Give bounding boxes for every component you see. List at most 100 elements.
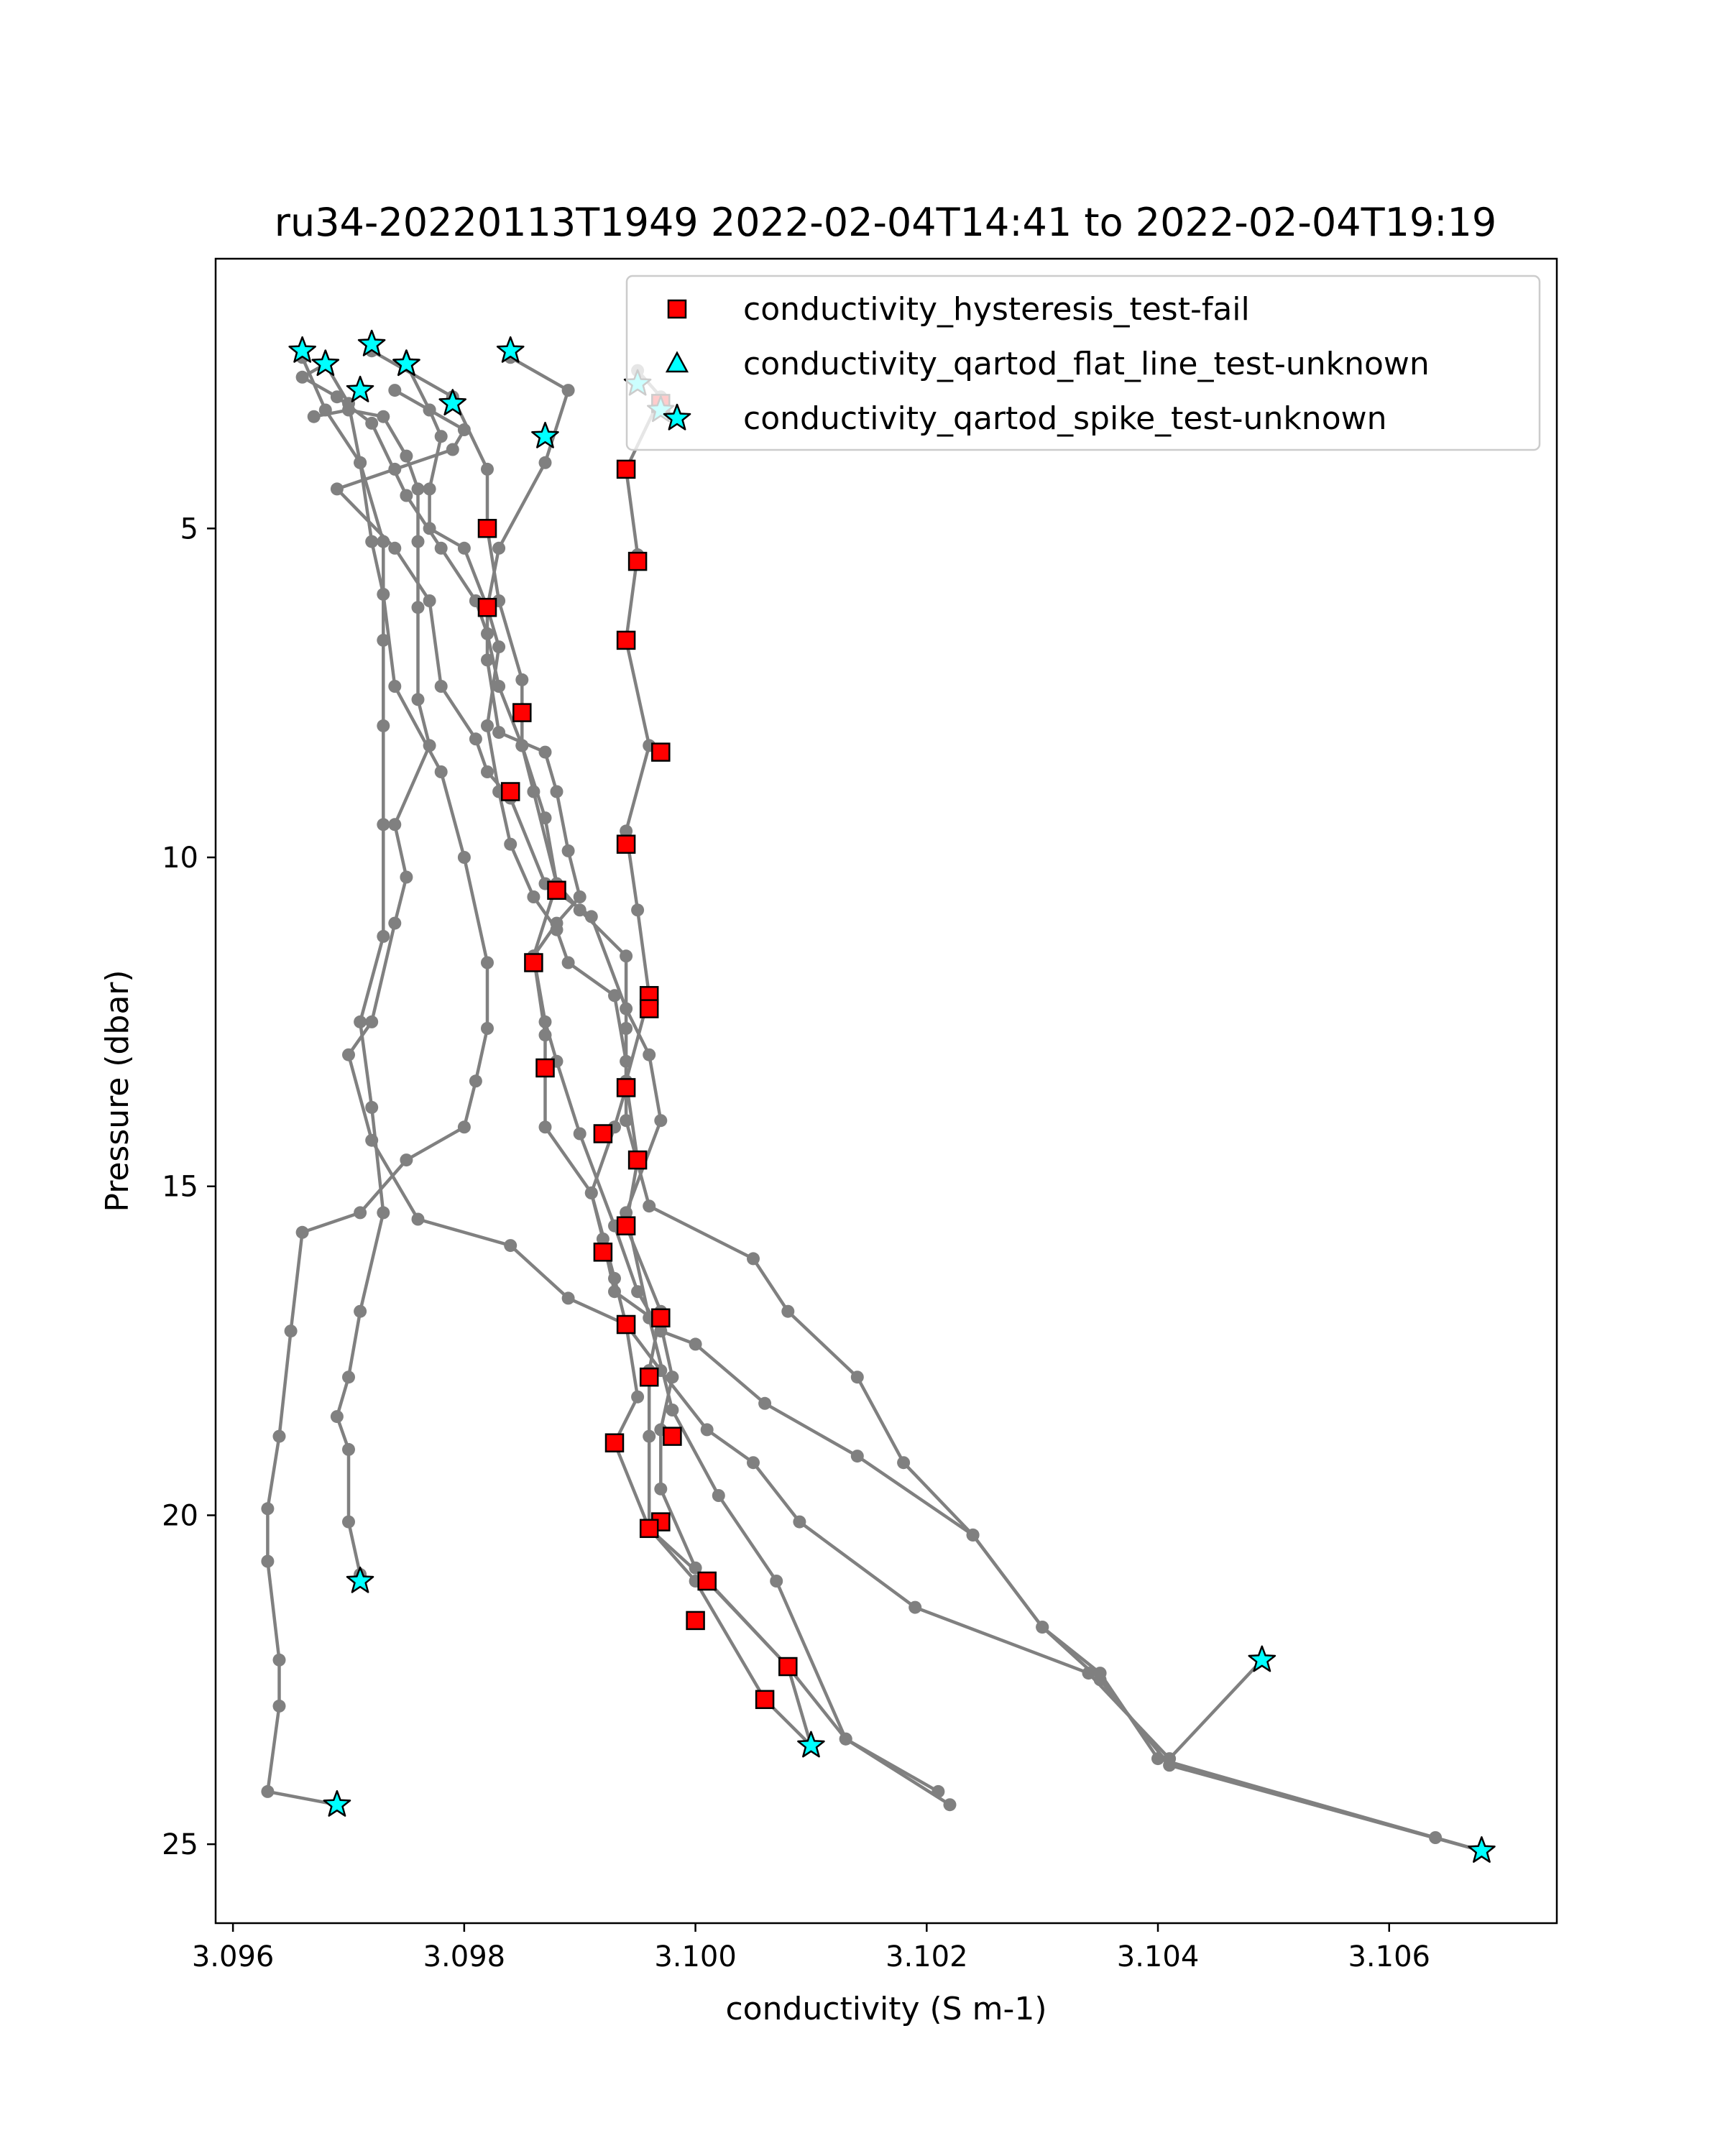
profile-point [561,956,575,969]
profile-point [643,1199,656,1213]
x-tick-label: 3.102 [886,1940,968,1973]
hysteresis-fail-marker [651,742,671,762]
profile-point [758,1396,772,1410]
profile-point [307,410,321,423]
hysteresis-fail-marker [547,880,566,900]
profile-point [365,1100,379,1114]
profile-point [272,1429,286,1443]
profile-point [388,916,402,930]
hysteresis-fail-marker [477,597,497,617]
profile-point [481,653,494,667]
profile-point [620,1114,633,1128]
hysteresis-fail-marker [627,1150,648,1170]
hysteresis-fail-marker [524,953,543,972]
profile-point [377,719,390,732]
profile-point [850,1450,864,1463]
profile-point [411,1212,425,1226]
profile-point [261,1784,275,1798]
hysteresis-fail-marker [535,1058,555,1078]
spike-unknown-marker [531,421,559,448]
profile-point [897,1456,911,1470]
profile-point [770,1575,783,1588]
y-axis-label: Pressure (dbar) [99,969,136,1212]
profile-point [342,1048,355,1061]
profile-point [388,384,402,397]
hysteresis-fail-marker [686,1611,705,1631]
profile-point [434,541,448,555]
spike-unknown-marker [346,375,374,402]
profile-point [377,587,390,601]
profile-point [295,1225,309,1239]
profile-point [457,851,471,864]
profile-line-1 [335,389,939,1793]
profile-point [908,1600,922,1614]
legend-label: conductivity_hysteresis_test-fail [743,291,1250,328]
spike-unknown-marker [323,1789,351,1817]
profile-point [504,837,518,851]
legend-label: conductivity_qartod_flat_line_test-unkno… [743,346,1430,382]
spike-unknown-marker [797,1731,825,1758]
profile-point [377,410,390,423]
profile-point [261,1554,275,1568]
y-tick-label: 20 [162,1499,198,1532]
legend: conductivity_hysteresis_test-failconduct… [625,275,1541,451]
y-tick-label: 5 [180,512,198,545]
profile-point [643,1048,656,1061]
spike-unknown-marker [346,1566,374,1593]
x-tick-label: 3.100 [654,1940,737,1973]
x-tick-label: 3.096 [192,1940,275,1973]
profile-point [850,1370,864,1384]
profile-point [631,903,645,917]
profile-point [354,1304,367,1318]
spike-unknown-marker [357,329,386,356]
profile-point [446,443,459,456]
profile-point [423,594,436,607]
profile-point [538,456,552,469]
hysteresis-fail-marker [616,1216,636,1235]
profile-point [527,890,540,903]
profile-point [377,1206,390,1220]
profile-point [515,673,529,686]
profile-point [666,1370,679,1384]
hysteresis-fail-marker [477,519,497,538]
profile-point [1036,1621,1049,1634]
legend-marker-triangle [665,351,689,373]
profile-point [620,1022,633,1035]
profile-point [492,541,506,555]
profile-point [793,1515,806,1529]
profile-point [538,745,552,759]
plot-area-frame [214,257,1558,1925]
profile-point [654,1114,668,1128]
profile-point [457,1120,471,1134]
profile-point [700,1423,714,1437]
profile-point [261,1502,275,1516]
profile-point [400,489,413,502]
profile-point [342,1370,355,1384]
x-tick-label: 3.106 [1348,1940,1430,1973]
profile-point [712,1489,725,1502]
hysteresis-fail-marker [755,1690,775,1710]
profile-point [284,1325,298,1338]
hysteresis-fail-marker [697,1571,717,1591]
profile-point [434,430,448,443]
profile-point [354,1206,367,1220]
y-tick-label: 10 [162,842,198,875]
profile-point [481,719,494,732]
profile-point [689,1561,702,1575]
profile-point [365,1015,379,1028]
spike-unknown-marker [1248,1645,1276,1672]
profile-point [377,818,390,831]
profile-point [573,903,586,917]
profile-point [377,633,390,647]
profile-point [608,1285,621,1299]
spike-unknown-marker [392,349,420,377]
profile-point [631,1285,645,1299]
profile-point [839,1732,852,1746]
profile-point [481,627,494,640]
profile-point [654,1482,668,1496]
profile-point [620,824,633,838]
profile-point [400,449,413,463]
y-axis-ticks: 5 10 15 20 25 [162,512,216,1861]
profile-point [943,1798,957,1812]
